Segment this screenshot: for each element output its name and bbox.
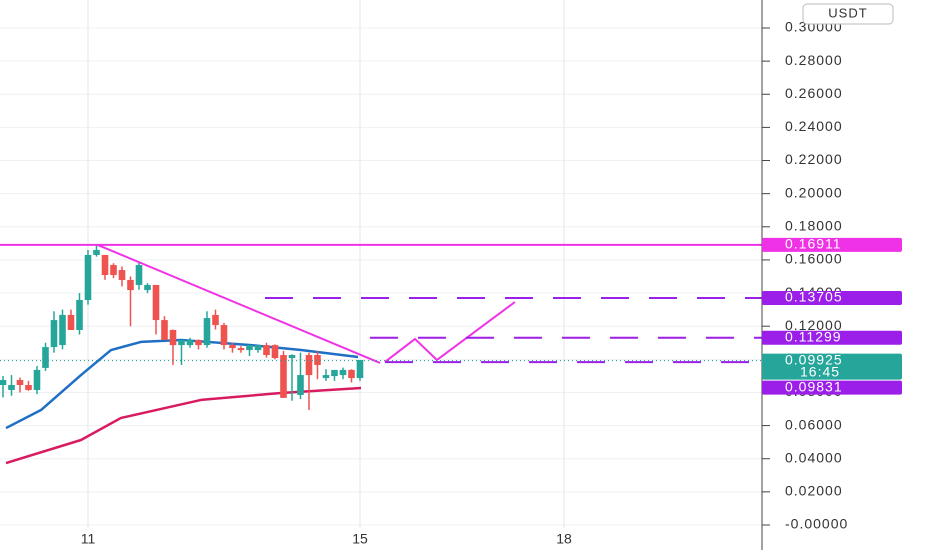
candle-body [118, 270, 126, 280]
candle-body [212, 314, 219, 326]
candle-body [331, 369, 338, 377]
candle-body [186, 339, 194, 346]
y-tick-label: -0.00000 [785, 516, 848, 532]
candle-body [348, 369, 355, 379]
y-tick-label: 0.02000 [785, 483, 843, 499]
price-label-box [762, 290, 902, 305]
candle-body [178, 339, 185, 346]
candle-body [305, 355, 313, 376]
price-label: 0.13705 [785, 289, 843, 305]
candle-body [220, 325, 228, 346]
x-tick-label: 18 [556, 531, 572, 547]
currency-label: USDT [828, 5, 867, 20]
candle-body [271, 345, 279, 358]
y-tick-label: 0.12000 [785, 317, 843, 333]
candle-body [42, 347, 49, 368]
x-tick-label: 15 [352, 531, 368, 547]
candle-body [0, 380, 7, 385]
candle-body [16, 380, 24, 385]
countdown-label: 16:45 [800, 363, 840, 379]
candle-body [229, 345, 236, 349]
candle-body [237, 348, 245, 351]
candle-body [263, 345, 270, 356]
candle-body [356, 359, 364, 379]
price-label-box [762, 380, 902, 395]
price-label: 0.16911 [785, 236, 842, 252]
currency-badge[interactable] [802, 3, 894, 25]
price-label: 0.09831 [785, 378, 843, 394]
price-label: 0.09925 [785, 351, 843, 367]
candle-body [339, 369, 347, 376]
price-label-box [762, 330, 902, 345]
candle-body [152, 284, 160, 321]
candle-body [50, 320, 58, 348]
y-tick-label: 0.18000 [785, 217, 843, 233]
candle-body [169, 330, 177, 346]
candle-body [127, 279, 134, 291]
candle-body [101, 254, 109, 275]
candle-body [93, 249, 100, 255]
candle-body [76, 300, 83, 330]
candle-body [254, 345, 262, 351]
candle-body [67, 314, 75, 330]
candle-body [8, 385, 15, 390]
candle-body [203, 318, 211, 346]
x-tick-label: 11 [81, 531, 96, 547]
candle-body [25, 385, 32, 390]
moving-average [5, 386, 362, 465]
y-tick-label: 0.22000 [785, 151, 843, 167]
moving-average [5, 338, 359, 430]
y-tick-label: 0.26000 [785, 85, 843, 101]
y-tick-label: 0.16000 [785, 251, 843, 267]
candle-body [297, 375, 304, 395]
price-axis: 0.300000.280000.260000.240000.220000.200… [81, 19, 902, 547]
candle-body [314, 355, 321, 365]
candle-body [322, 375, 330, 379]
trend-line [97, 244, 381, 364]
candle-body [84, 254, 92, 301]
candle-body [33, 369, 41, 390]
price-label: 0.11299 [785, 329, 842, 345]
y-tick-label: 0.06000 [785, 416, 843, 432]
candle-body [161, 320, 168, 340]
y-tick-label: 0.04000 [785, 449, 843, 465]
candle-body [280, 355, 287, 398]
candle-body [144, 284, 151, 291]
candle-body [110, 265, 117, 275]
candle-body [288, 355, 296, 358]
plot-area [0, 243, 762, 465]
candle-body [246, 345, 253, 351]
candle-body [195, 339, 202, 346]
trend-line [384, 301, 516, 363]
price-label-box [762, 237, 902, 252]
y-tick-label: 0.28000 [785, 52, 843, 68]
candle-body [59, 314, 66, 346]
y-tick-label: 0.24000 [785, 118, 843, 134]
candle-body [135, 265, 143, 285]
grid [0, 0, 762, 528]
y-tick-label: 0.20000 [785, 184, 843, 200]
price-label-box [762, 353, 902, 380]
